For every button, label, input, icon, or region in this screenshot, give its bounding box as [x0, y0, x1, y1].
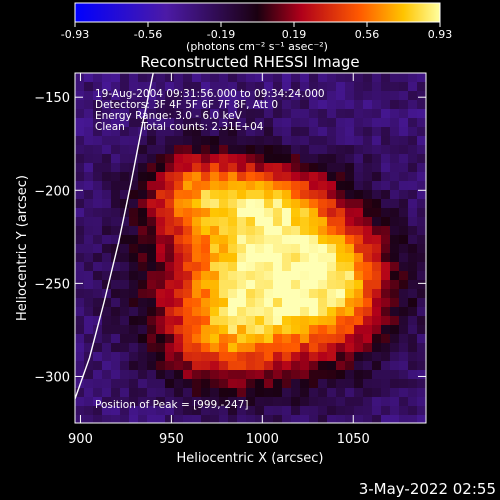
render-date: 3-May-2022 02:55	[358, 480, 496, 498]
x-axis-label: Heliocentric X (arcsec)	[177, 451, 324, 466]
colorbar	[74, 2, 441, 23]
colorbar-tick-label: 0.56	[355, 28, 380, 41]
annotation-detectors: Detectors: 3F 4F 5F 6F 7F 8F, Att 0	[95, 99, 278, 111]
y-axis-label: Heliocentric Y (arcsec)	[15, 175, 30, 321]
x-tick-label: 950	[159, 432, 184, 447]
annotation-counts: Clean Total counts: 2.31E+04	[95, 121, 264, 133]
peak-position-label: Position of Peak = [999,-247]	[95, 399, 249, 411]
x-tick-label: 900	[68, 432, 93, 447]
chart-title: Reconstructed RHESSI Image	[140, 53, 359, 71]
x-tick-label: 1050	[337, 432, 370, 447]
plot-frame	[74, 72, 427, 424]
colorbar-tick-label: -0.93	[61, 28, 89, 41]
y-tick-label: −150	[34, 91, 70, 106]
colorbar-unit-label: (photons cm⁻² s⁻¹ asec⁻²)	[186, 40, 328, 53]
colorbar-tick-label: 0.93	[428, 28, 453, 41]
heatmap-image	[75, 73, 426, 423]
axis-ticks: 900 950 1000 1050 −150 −200 −250 −300	[34, 73, 426, 447]
annotation-energy: Energy Range: 3.0 - 6.0 keV	[95, 110, 243, 122]
colorbar-ticks: -0.93 -0.56 -0.19 0.19 0.56 0.93	[61, 22, 452, 41]
x-tick-label: 1000	[246, 432, 279, 447]
annotation-time: 19-Aug-2004 09:31:56.000 to 09:34:24.000	[95, 88, 325, 100]
colorbar-tick-label: -0.19	[207, 28, 235, 41]
colorbar-tick-label: -0.56	[134, 28, 162, 41]
solar-limb-curve	[75, 73, 154, 400]
y-tick-label: −300	[34, 370, 70, 385]
colorbar-tick-label: 0.19	[282, 28, 307, 41]
y-tick-label: −200	[34, 184, 70, 199]
y-tick-label: −250	[34, 277, 70, 292]
